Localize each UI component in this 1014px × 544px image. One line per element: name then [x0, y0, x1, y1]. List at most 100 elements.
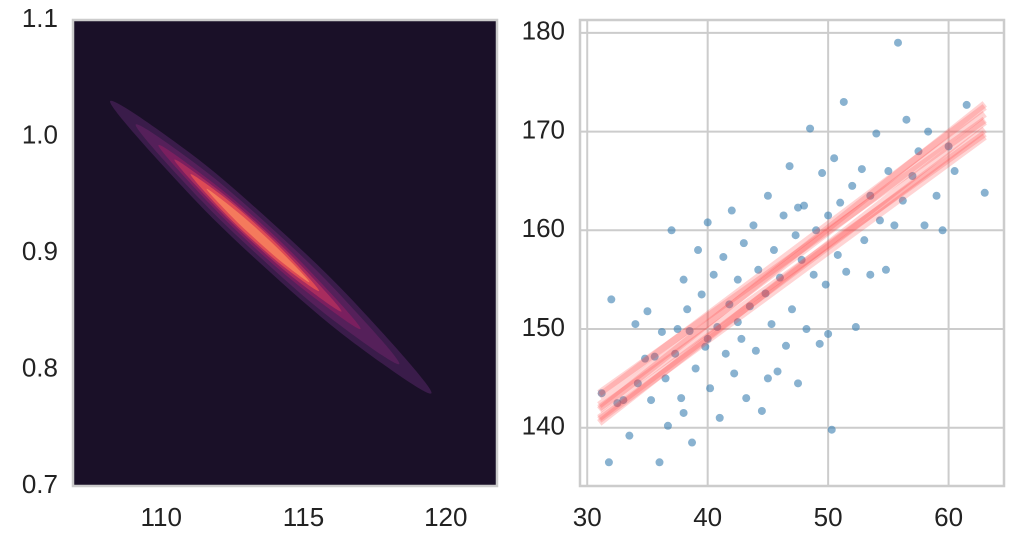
scatter-point: [737, 334, 746, 343]
scatter-point: [677, 394, 686, 403]
x-tick-label: 50: [814, 502, 843, 532]
scatter-point: [715, 413, 724, 422]
x-tick-label: 120: [424, 502, 467, 532]
scatter-point: [604, 458, 613, 467]
scatter-point: [754, 265, 763, 274]
regression-line: [597, 118, 987, 426]
scatter-point: [794, 379, 803, 388]
scatter-point: [761, 289, 770, 298]
scatter-point: [749, 221, 758, 230]
y-tick-label: 0.7: [22, 469, 58, 499]
scatter-point: [619, 396, 628, 405]
scatter-point: [673, 325, 682, 334]
scatter-point: [739, 239, 748, 248]
scatter-point: [962, 100, 971, 109]
scatter-point: [655, 458, 664, 467]
scatter-point: [597, 389, 606, 398]
plot-content: [109, 100, 432, 394]
scatter-point: [625, 431, 634, 440]
scatter-point: [781, 341, 790, 350]
scatter-point: [647, 396, 656, 405]
scatter-point: [881, 265, 890, 274]
scatter-point: [914, 147, 923, 156]
scatter-point: [839, 97, 848, 106]
scatter-point: [697, 290, 706, 299]
scatter-point: [663, 421, 672, 430]
scatter-point: [788, 305, 796, 314]
scatter-point: [703, 218, 712, 227]
scatter-point: [830, 154, 839, 163]
scatter-point: [818, 169, 827, 178]
regression-line: [597, 104, 987, 399]
scatter-point: [872, 129, 881, 138]
scatter-point: [824, 329, 833, 338]
y-tick-label: 160: [522, 213, 565, 243]
scatter-point: [944, 142, 953, 151]
y-tick-label: 150: [522, 312, 565, 342]
scatter-point: [688, 438, 697, 447]
scatter-point: [802, 325, 811, 334]
scatter-point: [745, 302, 754, 311]
plot-area: [580, 20, 1004, 486]
scatter-point: [683, 305, 692, 314]
y-tick-label: 180: [522, 16, 565, 46]
scatter-point: [980, 188, 989, 197]
scatter-point: [679, 408, 688, 417]
scatter-point: [791, 231, 800, 240]
scatter-point: [890, 221, 899, 230]
scatter-point: [924, 127, 933, 136]
x-tick-label: 115: [283, 502, 324, 532]
scatter-point: [730, 369, 739, 378]
scatter-point: [950, 167, 959, 176]
scatter-point: [694, 246, 703, 255]
scatter-point: [763, 374, 772, 383]
scatter-point: [701, 342, 710, 351]
scatter-point: [827, 425, 836, 434]
scatter-point: [833, 250, 842, 259]
scatter-point: [866, 270, 875, 279]
scatter-point: [709, 270, 718, 279]
scatter-point: [860, 236, 869, 245]
scatter-point: [725, 300, 734, 309]
x-tick-label: 60: [934, 502, 963, 532]
regression-line: [597, 126, 987, 421]
x-tick-label: 40: [693, 502, 722, 532]
scatter-point: [800, 201, 809, 210]
scatter-point: [920, 221, 929, 230]
x-tick-label: 110: [140, 502, 181, 532]
regression-line: [597, 101, 987, 413]
scatter-point: [812, 226, 821, 235]
scatter-point: [633, 379, 642, 388]
scatter-point: [824, 211, 833, 220]
scatter-point: [742, 394, 751, 403]
scatter-point: [719, 252, 728, 261]
plot-border: [578, 18, 1006, 488]
scatter-point: [721, 349, 730, 358]
y-tick-label: 1.0: [22, 119, 58, 149]
y-tick-label: 0.9: [22, 236, 58, 266]
scatter-point: [751, 346, 760, 355]
scatter-point: [763, 191, 772, 200]
scatter-point: [898, 196, 907, 205]
regression-line: [597, 116, 987, 397]
y-tick-label: 0.8: [22, 352, 58, 382]
scatter-point: [691, 364, 700, 373]
scatter-point: [794, 203, 803, 212]
scatter-point: [848, 181, 857, 190]
scatter-point: [679, 275, 688, 284]
scatter-point: [650, 352, 659, 361]
scatter-point: [836, 198, 845, 207]
scatter-point: [727, 206, 736, 215]
contour-level: [206, 188, 310, 283]
scatter-point: [884, 167, 893, 176]
y-tick-label: 140: [522, 411, 565, 441]
scatter-point: [643, 307, 652, 316]
scatter-point: [671, 349, 680, 358]
scatter-point: [641, 354, 650, 363]
scatter-point: [815, 339, 824, 348]
scatter-point: [706, 384, 715, 393]
scatter-point: [779, 211, 788, 220]
scatter-point: [685, 326, 694, 335]
scatter-point: [661, 374, 670, 383]
